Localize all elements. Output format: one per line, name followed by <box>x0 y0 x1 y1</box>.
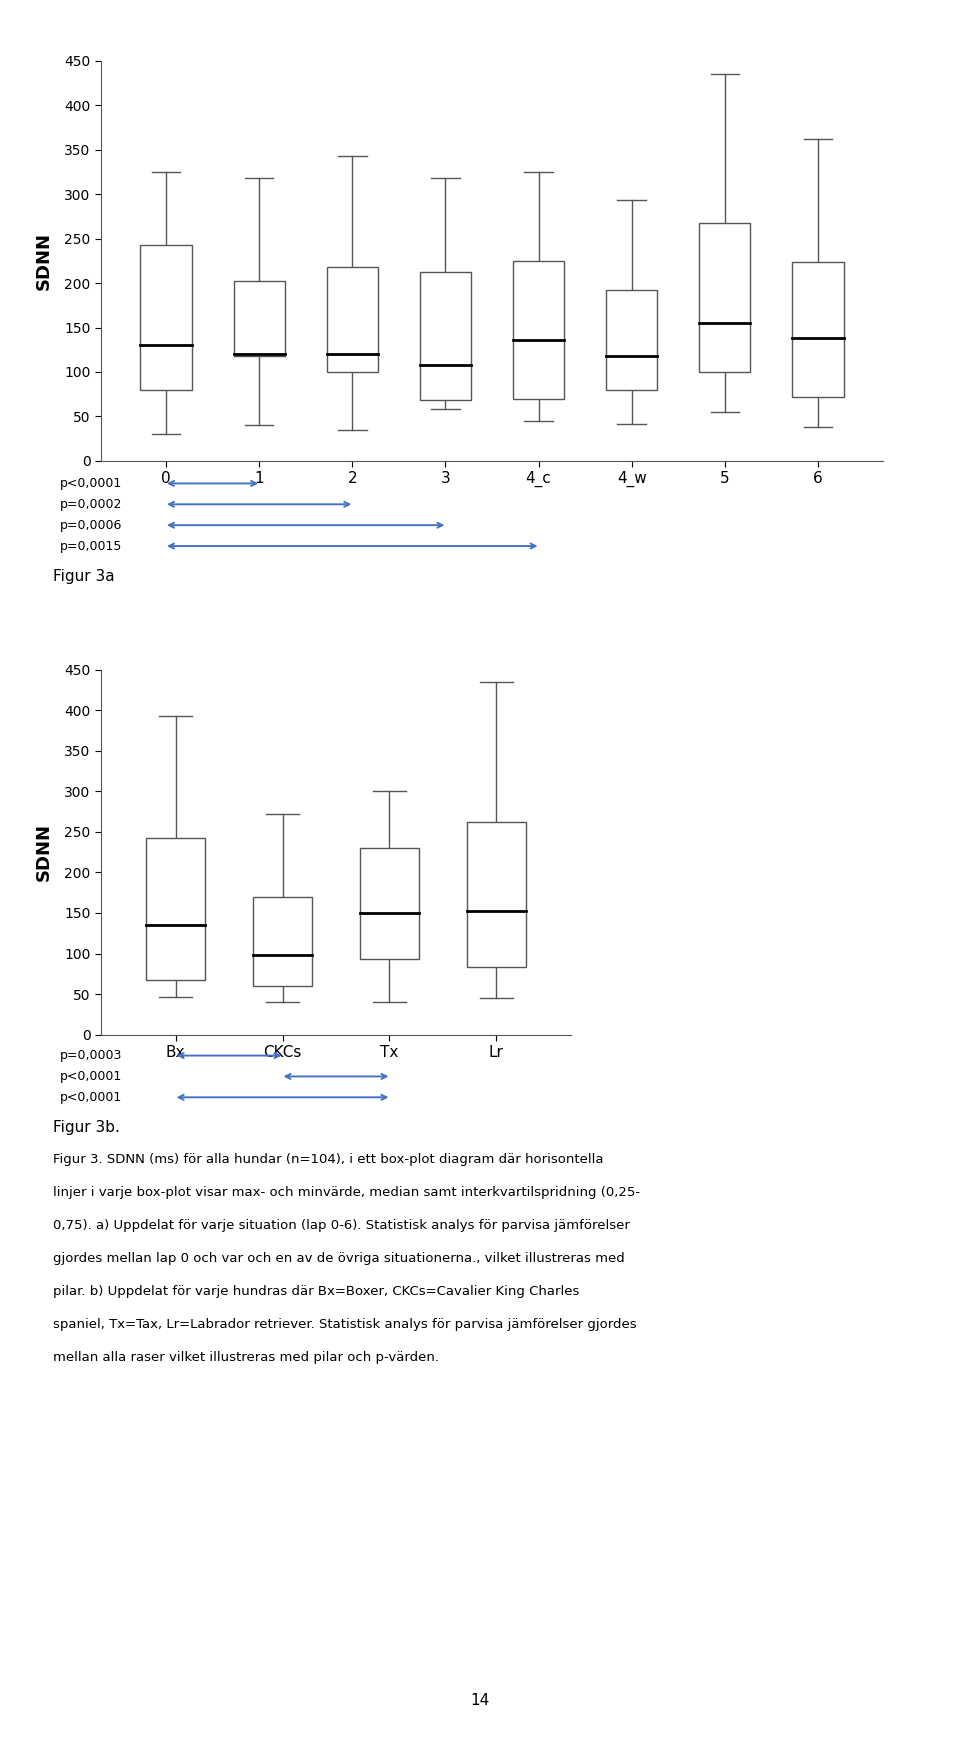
Bar <box>253 897 312 986</box>
Bar <box>140 245 192 390</box>
Y-axis label: SDNN: SDNN <box>35 231 53 290</box>
Bar <box>360 849 419 960</box>
Text: Figur 3. SDNN (ms) för alla hundar (n=104), i ett box-plot diagram där horisonte: Figur 3. SDNN (ms) för alla hundar (n=10… <box>53 1153 603 1165</box>
Text: Figur 3a: Figur 3a <box>53 569 114 584</box>
Bar <box>233 282 285 356</box>
Text: p=0,0006: p=0,0006 <box>60 518 122 532</box>
Bar <box>606 290 658 390</box>
Text: linjer i varje box-plot visar max- och minvärde, median samt interkvartilspridni: linjer i varje box-plot visar max- och m… <box>53 1186 640 1198</box>
Text: mellan alla raser vilket illustreras med pilar och p-värden.: mellan alla raser vilket illustreras med… <box>53 1351 439 1363</box>
Text: p<0,0001: p<0,0001 <box>60 1090 122 1104</box>
Text: p=0,0002: p=0,0002 <box>60 497 122 511</box>
Text: p=0,0003: p=0,0003 <box>60 1049 122 1063</box>
Text: p<0,0001: p<0,0001 <box>60 476 122 490</box>
Text: spaniel, Tx=Tax, Lr=Labrador retriever. Statistisk analys för parvisa jämförelse: spaniel, Tx=Tax, Lr=Labrador retriever. … <box>53 1318 636 1330</box>
Bar <box>699 223 751 372</box>
Text: p<0,0001: p<0,0001 <box>60 1069 122 1083</box>
Bar <box>467 823 526 967</box>
Bar <box>146 838 205 979</box>
Text: p=0,0015: p=0,0015 <box>60 539 122 553</box>
Text: Figur 3b.: Figur 3b. <box>53 1120 120 1136</box>
Text: pilar. b) Uppdelat för varje hundras där Bx=Boxer, CKCs=Cavalier King Charles: pilar. b) Uppdelat för varje hundras där… <box>53 1285 579 1297</box>
Bar <box>420 271 471 400</box>
Bar <box>792 263 844 396</box>
Y-axis label: SDNN: SDNN <box>35 823 53 882</box>
Bar <box>326 268 378 372</box>
Text: 14: 14 <box>470 1692 490 1708</box>
Text: 0,75). a) Uppdelat för varje situation (lap 0-6). Statistisk analys för parvisa : 0,75). a) Uppdelat för varje situation (… <box>53 1219 630 1231</box>
Bar <box>513 261 564 398</box>
Text: gjordes mellan lap 0 och var och en av de övriga situationerna., vilket illustre: gjordes mellan lap 0 och var och en av d… <box>53 1252 625 1264</box>
